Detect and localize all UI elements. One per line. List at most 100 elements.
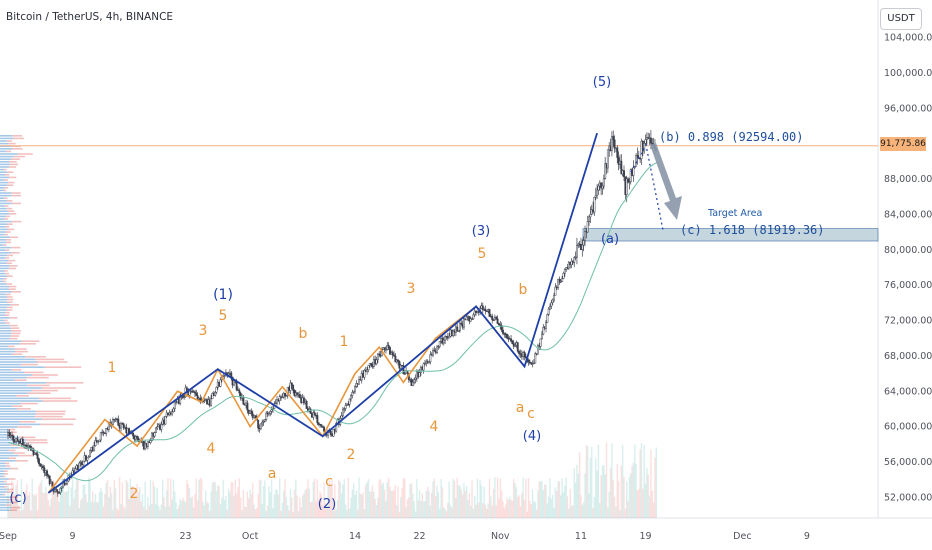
volume-bar <box>194 493 196 518</box>
candle-body <box>574 256 577 259</box>
volume-profile-bar <box>0 283 7 285</box>
volume-profile-bar <box>13 452 25 454</box>
volume-bar <box>101 491 103 518</box>
volume-profile-bar <box>0 345 8 348</box>
volume-profile-bar <box>0 486 4 488</box>
volume-bar <box>591 446 593 518</box>
candle-body <box>340 415 343 419</box>
volume-profile-bar <box>0 272 5 275</box>
volume-profile-bar <box>0 184 8 186</box>
volume-profile-bar <box>0 298 8 301</box>
volume-profile-bar <box>11 291 21 293</box>
volume-profile-bar <box>0 499 7 501</box>
volume-profile-bar <box>0 244 4 246</box>
volume-bar <box>269 492 271 518</box>
volume-bar <box>202 501 204 518</box>
wave-label: a <box>268 466 277 482</box>
volume-bar <box>539 480 542 518</box>
volume-profile-bar <box>12 148 23 150</box>
volume-profile-bar <box>12 405 23 407</box>
volume-bar <box>469 505 472 518</box>
volume-bar <box>238 478 241 518</box>
volume-profile-bar <box>0 233 5 236</box>
candle-body <box>516 342 519 352</box>
volume-bar <box>65 491 67 518</box>
volume-profile-bar <box>9 431 17 433</box>
volume-profile-bar <box>0 142 9 145</box>
volume-profile-bar <box>0 304 11 306</box>
volume-profile-bar <box>0 171 8 173</box>
volume-bar <box>455 497 457 518</box>
volume-bar <box>225 496 227 518</box>
volume-profile-bar <box>0 163 10 166</box>
volume-bar <box>293 489 296 518</box>
volume-bar <box>309 502 312 518</box>
volume-profile-bar <box>0 153 19 155</box>
volume-profile-bar <box>0 509 10 511</box>
volume-bar <box>472 508 475 518</box>
volume-profile-bar <box>0 376 27 379</box>
volume-bar <box>187 484 189 518</box>
candle-body <box>153 432 156 437</box>
volume-bar <box>131 486 133 518</box>
candle-body <box>433 349 436 352</box>
candle-body <box>628 181 631 183</box>
volume-bar <box>261 503 263 518</box>
price-tick-label: 64,000.00 <box>884 386 932 397</box>
currency-selector[interactable]: USDT <box>880 8 922 30</box>
volume-bar <box>153 486 156 518</box>
volume-profile-bar <box>9 163 19 166</box>
candle-body <box>378 353 381 356</box>
candle-body <box>562 273 565 279</box>
volume-bar <box>517 496 519 518</box>
volume-profile-bar <box>4 270 8 272</box>
volume-bar <box>355 490 358 518</box>
volume-bar <box>207 503 210 518</box>
candle-body <box>376 353 379 361</box>
volume-bar <box>530 504 532 518</box>
wave-label: 1 <box>108 360 117 376</box>
candle-body <box>398 361 401 369</box>
volume-bar <box>276 489 278 518</box>
volume-bar <box>603 465 605 518</box>
candle-body <box>649 137 652 144</box>
candle-body <box>456 326 459 332</box>
volume-bar <box>195 478 197 518</box>
volume-bar <box>20 478 23 518</box>
volume-profile-bar <box>18 454 34 457</box>
volume-profile-bar <box>41 387 76 389</box>
candle-body <box>66 480 69 484</box>
volume-profile-bar <box>0 135 13 137</box>
candle-body <box>309 408 312 414</box>
volume-bar <box>631 465 633 518</box>
candle-body <box>238 390 241 394</box>
volume-bar <box>231 482 234 518</box>
volume-bar <box>218 486 220 518</box>
volume-bar <box>554 487 557 518</box>
candle-body <box>42 465 44 469</box>
wave-label: 4 <box>207 441 216 457</box>
candle-body <box>305 401 308 409</box>
volume-bar <box>363 509 366 518</box>
candle-body <box>55 489 58 492</box>
volume-profile-bar <box>13 155 25 158</box>
candle-body <box>484 308 487 312</box>
time-tick-label: 22 <box>414 531 426 542</box>
volume-bar <box>105 482 107 518</box>
volume-bar <box>326 508 328 518</box>
volume-bar <box>211 482 214 518</box>
volume-bar <box>621 444 624 518</box>
volume-profile-bar <box>0 506 12 509</box>
volume-profile-bar <box>0 275 7 277</box>
volume-bar <box>494 477 496 518</box>
candle-body <box>438 341 441 347</box>
candle-body <box>237 389 239 391</box>
volume-bar <box>412 493 414 518</box>
volume-bar <box>487 503 489 518</box>
volume-bar <box>581 504 584 518</box>
volume-profile-bar <box>0 319 5 322</box>
volume-bar <box>296 495 298 518</box>
volume-bar <box>128 498 130 518</box>
